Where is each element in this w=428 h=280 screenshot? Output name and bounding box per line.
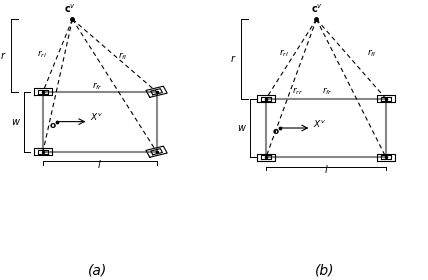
Text: $\mathbf{c}^v$: $\mathbf{c}^v$: [310, 3, 322, 15]
Text: $l$: $l$: [324, 163, 328, 175]
Text: (b): (b): [315, 263, 335, 277]
Text: (a): (a): [88, 263, 107, 277]
Text: $r$: $r$: [230, 53, 237, 64]
Text: $r_{rl}$: $r_{rl}$: [279, 48, 288, 59]
Text: $r_{fr}$: $r_{fr}$: [322, 85, 333, 97]
Text: $w$: $w$: [237, 123, 247, 133]
Text: $r_{fr}$: $r_{fr}$: [92, 81, 103, 92]
Text: $r_{rr}$: $r_{rr}$: [292, 85, 304, 97]
Text: $X^v$: $X^v$: [89, 111, 103, 122]
Text: $\mathbf{c}^v$: $\mathbf{c}^v$: [64, 3, 76, 15]
Text: $r_{rl}$: $r_{rl}$: [37, 49, 47, 60]
Text: $l$: $l$: [98, 158, 102, 170]
Text: $X^v$: $X^v$: [313, 118, 326, 129]
Text: $r_{fl}$: $r_{fl}$: [118, 50, 128, 62]
Text: $w$: $w$: [11, 117, 21, 127]
Text: $\mathbf{o}^v$: $\mathbf{o}^v$: [49, 119, 61, 130]
Text: $r$: $r$: [0, 50, 6, 61]
Text: $\mathbf{o}^v$: $\mathbf{o}^v$: [272, 125, 284, 136]
Text: $r_{fl}$: $r_{fl}$: [367, 48, 377, 59]
